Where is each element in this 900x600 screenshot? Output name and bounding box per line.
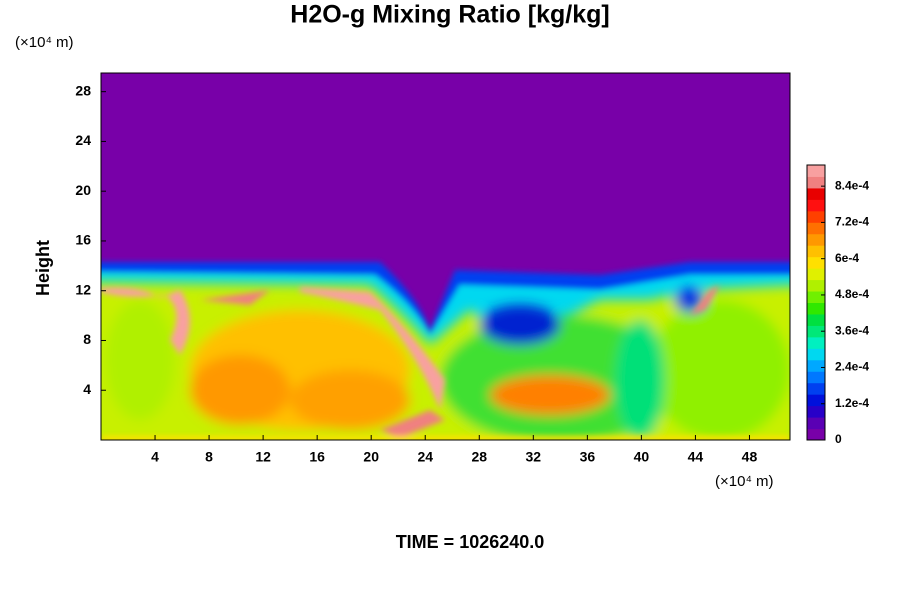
colorbar-band: [807, 348, 825, 361]
x-unit: (×10⁴ m): [715, 473, 774, 490]
x-tick-label: 48: [742, 449, 758, 465]
y-tick-label: 28: [75, 82, 91, 98]
y-tick-label: 8: [83, 331, 91, 347]
y-tick-label: 24: [75, 132, 91, 148]
x-tick-label: 44: [688, 449, 704, 465]
colorbar-tick-label: 8.4e-4: [835, 178, 869, 192]
y-unit: (×10⁴ m): [15, 34, 74, 51]
colorbar-band: [807, 210, 825, 223]
colorbar-band: [807, 382, 825, 395]
field-region: [190, 355, 290, 425]
colorbar-frame: [806, 164, 826, 441]
colorbar-tick-label: 4.8e-4: [835, 287, 869, 301]
colorbar-band: [807, 394, 825, 407]
colorbar-band: [807, 245, 825, 258]
y-tick-label: 16: [75, 232, 91, 248]
x-tick-label: 28: [471, 449, 487, 465]
field-region: [300, 287, 445, 410]
colorbar-band: [807, 405, 825, 418]
colorbar-tick-label: 1.2e-4: [835, 396, 869, 410]
field-region: [690, 285, 720, 315]
x-tick-label: 32: [526, 449, 542, 465]
colorbar-band: [807, 371, 825, 384]
y-tick-label: 12: [75, 281, 91, 297]
field-region: [105, 300, 175, 420]
field-region: [200, 290, 270, 305]
field-region: [480, 305, 560, 345]
x-tick-label: 40: [634, 449, 650, 465]
colorbar-band: [807, 233, 825, 246]
colorbar-band: [807, 199, 825, 212]
field-region: [290, 370, 410, 430]
colorbar-band: [807, 187, 825, 200]
x-tick-label: 8: [205, 449, 213, 465]
x-tick-label: 36: [580, 449, 596, 465]
colorbar-band: [807, 176, 825, 189]
y-axis-label: Height: [33, 240, 53, 296]
colorbar-tick-label: 6e-4: [835, 251, 859, 265]
colorbar-band: [807, 222, 825, 235]
colorbar-tick-label: 7.2e-4: [835, 215, 869, 229]
field-region: [615, 320, 665, 440]
field-region: [380, 410, 445, 438]
y-tick-label: 4: [83, 381, 91, 397]
plot-frame: [100, 72, 791, 441]
colorbar-band: [807, 325, 825, 338]
colorbar-band: [807, 336, 825, 349]
colorbar-band: [807, 313, 825, 326]
colorbar-band: [807, 256, 825, 269]
field: [101, 73, 790, 440]
colorbar-band: [807, 428, 825, 441]
field-region: [101, 287, 190, 355]
colorbar-band: [807, 279, 825, 292]
x-tick-label: 20: [363, 449, 379, 465]
chart-title: H2O-g Mixing Ratio [kg/kg]: [290, 1, 609, 29]
field-region: [650, 300, 790, 440]
colorbar-band: [807, 359, 825, 372]
x-tick-label: 16: [309, 449, 325, 465]
field-region: [101, 436, 790, 440]
colorbar-band: [807, 302, 825, 315]
x-tick-label: 12: [255, 449, 271, 465]
colorbar-tick-label: 2.4e-4: [835, 360, 869, 374]
field-region: [490, 375, 610, 415]
colorbar-band: [807, 165, 825, 177]
colorbar-tick-label: 0: [835, 432, 842, 446]
colorbar-band: [807, 291, 825, 303]
x-tick-label: 4: [151, 449, 159, 465]
footer: TIME = 1026240.0: [396, 532, 545, 552]
y-tick-label: 20: [75, 182, 91, 198]
colorbar-tick-label: 3.6e-4: [835, 323, 869, 337]
x-tick-label: 24: [417, 449, 433, 465]
colorbar-band: [807, 417, 825, 430]
colorbar-band: [807, 268, 825, 281]
